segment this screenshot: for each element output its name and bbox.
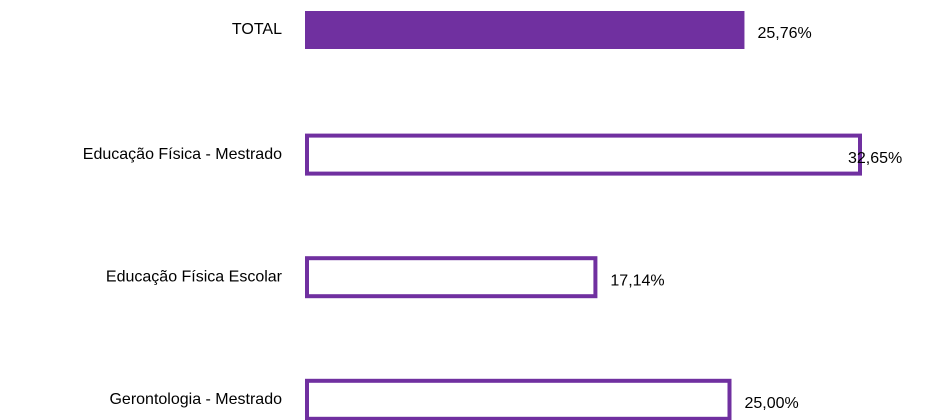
bar xyxy=(305,133,862,176)
bar xyxy=(305,256,598,299)
value-label: 25,00% xyxy=(744,395,798,412)
bar xyxy=(305,378,732,420)
value-label: 17,14% xyxy=(610,272,664,289)
bar xyxy=(305,11,745,49)
category-label: Gerontologia - Mestrado xyxy=(109,391,282,408)
value-label: 32,65% xyxy=(848,150,902,167)
category-label: Educação Física Escolar xyxy=(106,268,283,285)
category-label: TOTAL xyxy=(232,21,282,38)
category-label: Educação Física - Mestrado xyxy=(83,146,282,163)
value-label: 25,76% xyxy=(757,25,811,42)
